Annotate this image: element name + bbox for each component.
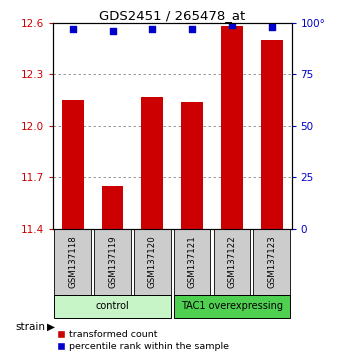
Point (189, 26, 195, 32)
Point (229, 22, 235, 28)
Text: GSM137119: GSM137119 (108, 236, 117, 288)
Text: GSM137120: GSM137120 (148, 235, 157, 288)
Text: TAC1 overexpressing: TAC1 overexpressing (181, 301, 283, 311)
Title: GDS2451 / 265478_at: GDS2451 / 265478_at (99, 9, 245, 22)
Bar (55, 295, 170, 318)
Bar (253, 229, 290, 295)
Text: GSM137121: GSM137121 (188, 235, 197, 288)
Text: ▶: ▶ (47, 322, 55, 332)
Text: GSM137122: GSM137122 (227, 235, 236, 288)
Bar (221, 27, 243, 229)
Bar (134, 229, 170, 295)
Bar (181, 102, 203, 229)
Bar (102, 186, 123, 229)
Text: GSM137123: GSM137123 (267, 235, 276, 288)
Point (269, 24, 275, 30)
Point (70, 26, 75, 32)
Bar (213, 229, 250, 295)
Legend: transformed count, percentile rank within the sample: transformed count, percentile rank withi… (58, 330, 229, 351)
Text: strain: strain (16, 322, 46, 332)
Bar (174, 229, 210, 295)
Bar (261, 40, 283, 229)
Text: control: control (96, 301, 129, 311)
Bar (55, 229, 91, 295)
Text: GSM137118: GSM137118 (68, 235, 77, 288)
Point (110, 28, 115, 34)
Bar (174, 295, 290, 318)
Bar (62, 100, 84, 229)
Bar (94, 229, 131, 295)
Bar (142, 97, 163, 229)
Point (150, 26, 155, 32)
